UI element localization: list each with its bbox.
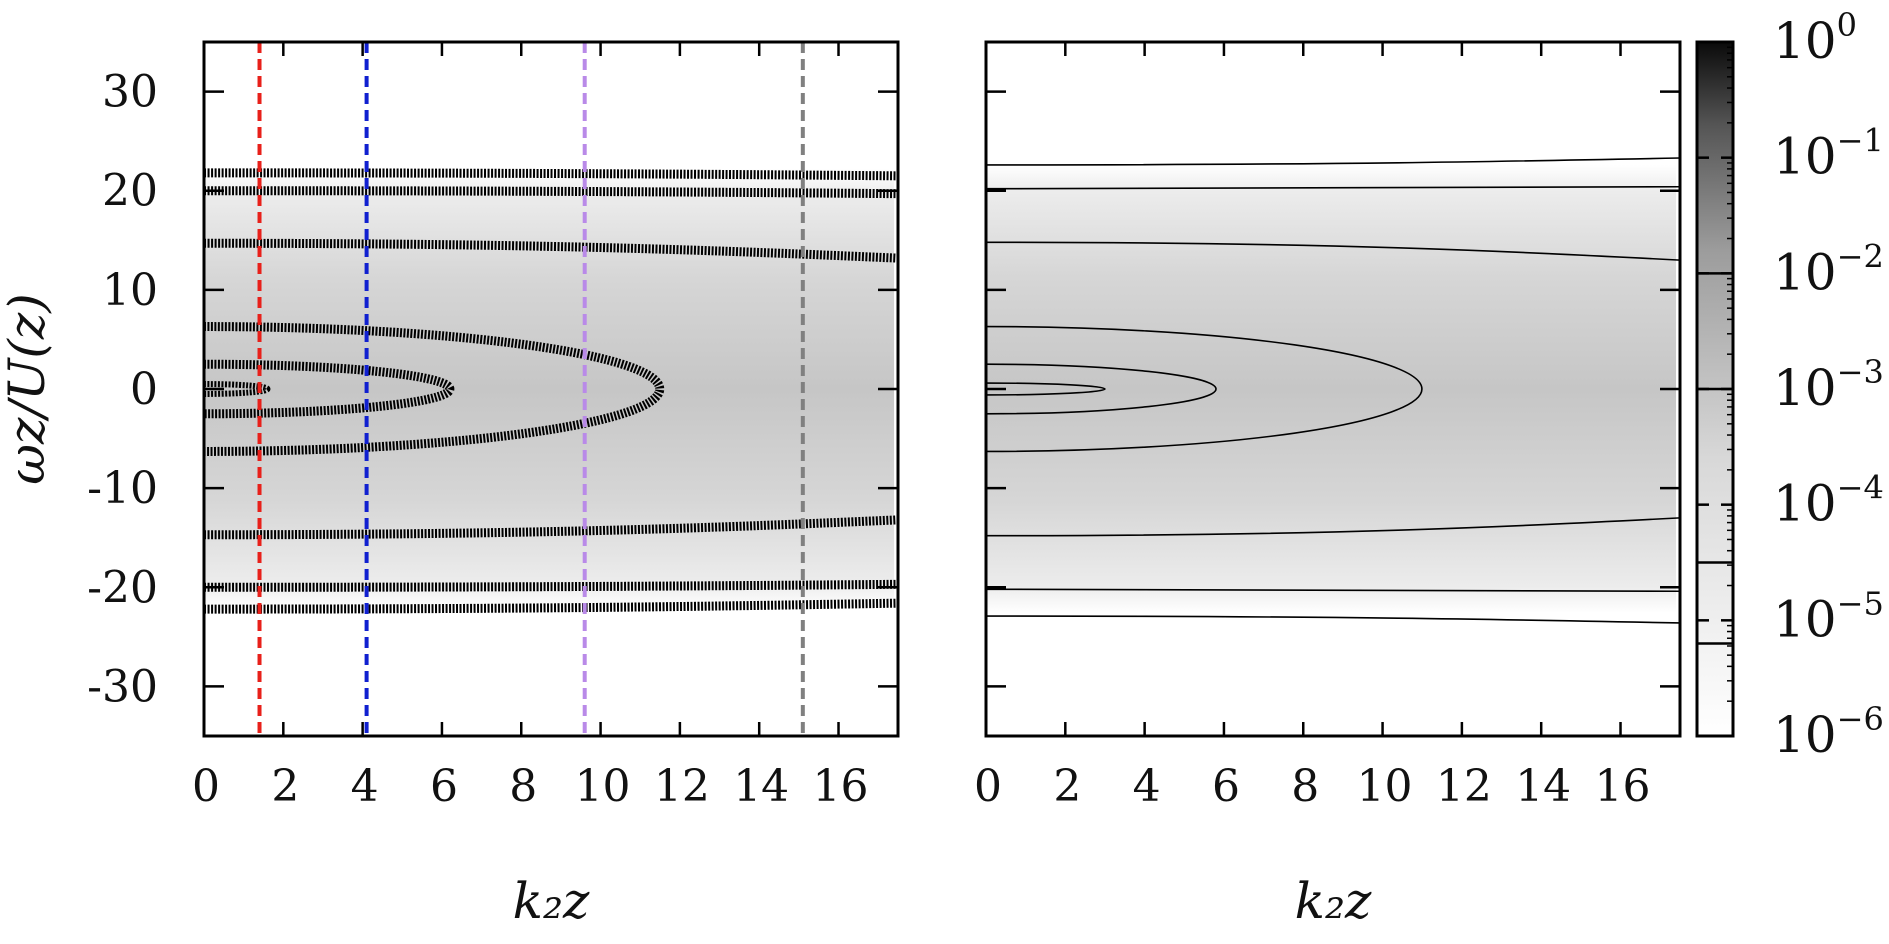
colorbar-label: 10−6 <box>1773 700 1884 764</box>
contour-line <box>204 186 898 199</box>
x-tick-label: 4 <box>351 761 379 812</box>
colorbar-label-base: 10 <box>1773 475 1837 533</box>
colorbar-label-exp: 0 <box>1837 6 1857 44</box>
x-tick-label: 2 <box>271 761 299 812</box>
contour-line <box>986 185 1680 190</box>
x-axis-label: k₂z <box>1295 872 1372 930</box>
contour-line <box>986 588 1680 593</box>
right-panel: 0 2 4 6 8 10 12 14 16 k₂z <box>974 40 1682 930</box>
colorbar-label-exp: −4 <box>1837 469 1884 507</box>
colorbar-label-exp: −5 <box>1837 584 1884 622</box>
heatmap-core <box>204 250 720 528</box>
contour-line <box>204 515 898 540</box>
contour-line <box>986 157 1680 166</box>
y-tick-label: 10 <box>102 265 158 316</box>
x-tick-label: 4 <box>1133 761 1161 812</box>
x-tick-label: 0 <box>192 761 220 812</box>
x-tick-label: 6 <box>1212 761 1240 812</box>
contour-line <box>986 615 1680 624</box>
colorbar-label-base: 10 <box>1773 590 1837 648</box>
colorbar-label-exp: −2 <box>1837 237 1884 275</box>
colorbar-label-base: 10 <box>1773 128 1837 186</box>
x-tick-label: 6 <box>430 761 458 812</box>
contour-ellipse <box>204 359 455 419</box>
colorbar-label-base: 10 <box>1773 706 1837 764</box>
contour-line <box>204 598 898 614</box>
y-tick-label: 30 <box>102 67 158 118</box>
colorbar-label-exp: −3 <box>1837 353 1884 391</box>
y-tick-label: -20 <box>87 562 158 613</box>
y-tick-label: -10 <box>87 463 158 514</box>
x-tick-label: 12 <box>1436 761 1492 812</box>
x-tick-label: 0 <box>974 761 1002 812</box>
x-axis-label: k₂z <box>513 872 590 930</box>
contour-line <box>204 168 898 181</box>
y-tick-label: 0 <box>130 364 158 415</box>
y-tick-label: -30 <box>87 661 158 712</box>
colorbar-frame <box>1695 40 1735 738</box>
x-tick-label: 16 <box>813 761 869 812</box>
y-tick-label: 20 <box>102 166 158 217</box>
x-tick-label: 14 <box>1515 761 1571 812</box>
colorbar-label-base: 10 <box>1773 359 1837 417</box>
contour-line <box>204 238 898 263</box>
x-tick-label: 16 <box>1595 761 1651 812</box>
heatmap-core <box>986 250 1502 528</box>
colorbar-label-base: 10 <box>1773 243 1837 301</box>
contour-ellipse <box>986 325 1423 453</box>
x-tick-label: 12 <box>654 761 710 812</box>
x-tick-label: 10 <box>575 761 631 812</box>
x-tick-label: 8 <box>1291 761 1319 812</box>
colorbar-label: 100 <box>1773 6 1857 70</box>
contour-ellipse <box>204 322 665 456</box>
contour-line <box>986 241 1680 261</box>
x-tick-label: 8 <box>509 761 537 812</box>
colorbar-label: 10−3 <box>1773 353 1884 417</box>
colorbar-label: 10−1 <box>1773 122 1884 186</box>
colorbar-label: 10−4 <box>1773 469 1884 533</box>
colorbar-label-exp: −1 <box>1837 122 1884 160</box>
x-tick-label: 14 <box>733 761 789 812</box>
contour-line <box>204 579 898 592</box>
x-tick-label: 2 <box>1053 761 1081 812</box>
colorbar-label-exp: −6 <box>1837 700 1884 738</box>
contour-line <box>986 517 1680 537</box>
plot-area <box>986 157 1680 624</box>
contour-ellipse <box>204 381 270 397</box>
contour-ellipse <box>986 382 1106 396</box>
colorbar-label: 10−2 <box>1773 237 1884 301</box>
y-axis-label: ωz/U(z) <box>0 293 56 484</box>
x-tick-label: 10 <box>1357 761 1413 812</box>
contour-ellipse <box>986 363 1217 415</box>
plot-area <box>204 168 898 614</box>
colorbar-label-base: 10 <box>1773 12 1837 70</box>
colorbar-label: 10−5 <box>1773 584 1884 648</box>
